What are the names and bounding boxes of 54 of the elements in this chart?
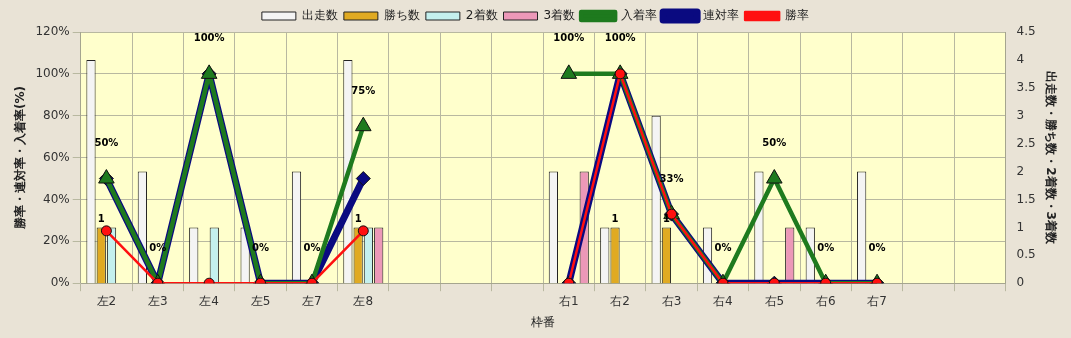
x-tick-label: 右5 xyxy=(764,293,785,308)
data-label: 1 xyxy=(354,212,362,224)
y2-tick-label: 2.5 xyxy=(1016,135,1036,150)
y-tick-label: 20% xyxy=(43,233,70,248)
x-tick-label: 右2 xyxy=(610,293,630,308)
legend-label: 入着率 xyxy=(621,8,658,23)
data-label: 50% xyxy=(94,137,119,149)
data-label: 1 xyxy=(611,212,619,224)
data-label: 0% xyxy=(817,241,835,253)
y2-tick-label: 2 xyxy=(1016,163,1025,178)
data-label: 1 xyxy=(662,212,670,224)
x-tick-label: 右3 xyxy=(661,293,682,308)
x-tick-label: 左3 xyxy=(147,293,168,308)
data-label: 1 xyxy=(97,212,105,224)
data-label: 50% xyxy=(762,137,787,149)
y-axis-title: 勝率・連対率・入着率(%) xyxy=(13,86,28,231)
legend-label: 勝率 xyxy=(785,8,810,23)
legend-label: 3着数 xyxy=(543,8,576,23)
x-tick-label: 右1 xyxy=(558,293,579,308)
y2-tick-label: 0 xyxy=(1016,275,1025,290)
y-tick-label: 120% xyxy=(35,24,70,39)
y2-tick-label: 3.5 xyxy=(1016,79,1036,94)
x-tick-label: 右7 xyxy=(867,293,887,308)
x-tick-label: 右6 xyxy=(815,293,836,308)
x-axis-title: 枠番 xyxy=(530,314,556,329)
y2-tick-label: 4.5 xyxy=(1016,24,1036,39)
y2-tick-label: 1 xyxy=(1016,219,1025,234)
data-label: 0% xyxy=(303,241,321,253)
x-tick-label: 左4 xyxy=(199,293,219,308)
data-label: 0% xyxy=(714,241,732,253)
legend-label: 出走数 xyxy=(301,8,338,23)
y2-tick-label: 4 xyxy=(1016,52,1025,67)
x-tick-label: 左5 xyxy=(250,293,271,308)
data-label: 75% xyxy=(351,84,376,96)
x-tick-label: 左2 xyxy=(96,293,117,308)
y-tick-label: 80% xyxy=(43,107,70,122)
data-label: 100% xyxy=(193,32,225,44)
y2-tick-label: 1.5 xyxy=(1016,191,1036,206)
legend-label: 勝ち数 xyxy=(383,8,420,23)
x-tick-label: 左8 xyxy=(353,293,374,308)
x-tick-label: 右4 xyxy=(713,293,733,308)
legend-label: 連対率 xyxy=(703,8,740,23)
data-label: 100% xyxy=(604,32,636,44)
legend-label: 2着数 xyxy=(465,8,498,23)
y-tick-label: 100% xyxy=(35,65,70,80)
data-label: 0% xyxy=(868,241,886,253)
y2-tick-label: 0.5 xyxy=(1016,247,1036,262)
y-tick-label: 60% xyxy=(43,149,70,164)
y2-axis-title: 出走数・勝ち数・2着数・3着数 xyxy=(1043,71,1058,245)
y-tick-label: 0% xyxy=(50,275,70,290)
y2-tick-label: 3 xyxy=(1016,107,1025,122)
x-tick-label: 左7 xyxy=(302,293,322,308)
y-tick-label: 40% xyxy=(43,191,70,206)
data-label: 100% xyxy=(553,32,585,44)
